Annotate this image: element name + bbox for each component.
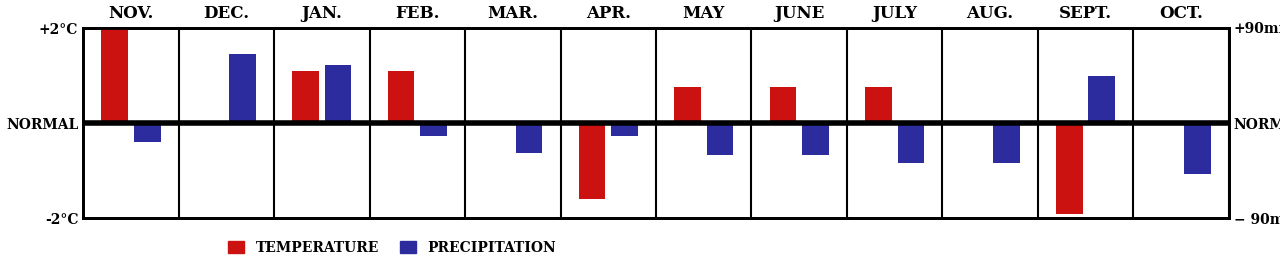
Bar	[229, 54, 256, 123]
Bar	[707, 123, 733, 155]
Bar	[325, 65, 352, 123]
Bar	[993, 123, 1020, 164]
Bar	[865, 87, 892, 123]
Bar	[803, 123, 828, 155]
Bar	[134, 123, 160, 142]
Bar	[611, 123, 637, 136]
Bar	[516, 123, 543, 153]
Bar	[388, 71, 415, 123]
Bar	[769, 87, 796, 123]
Bar	[420, 123, 447, 136]
Bar	[1088, 76, 1115, 123]
Bar	[101, 28, 128, 123]
Bar	[675, 87, 701, 123]
Bar	[1184, 123, 1211, 174]
Bar	[292, 71, 319, 123]
Bar	[1056, 123, 1083, 214]
Bar	[579, 123, 605, 199]
Legend: TEMPERATURE, PRECIPITATION: TEMPERATURE, PRECIPITATION	[228, 241, 556, 255]
Bar	[897, 123, 924, 164]
